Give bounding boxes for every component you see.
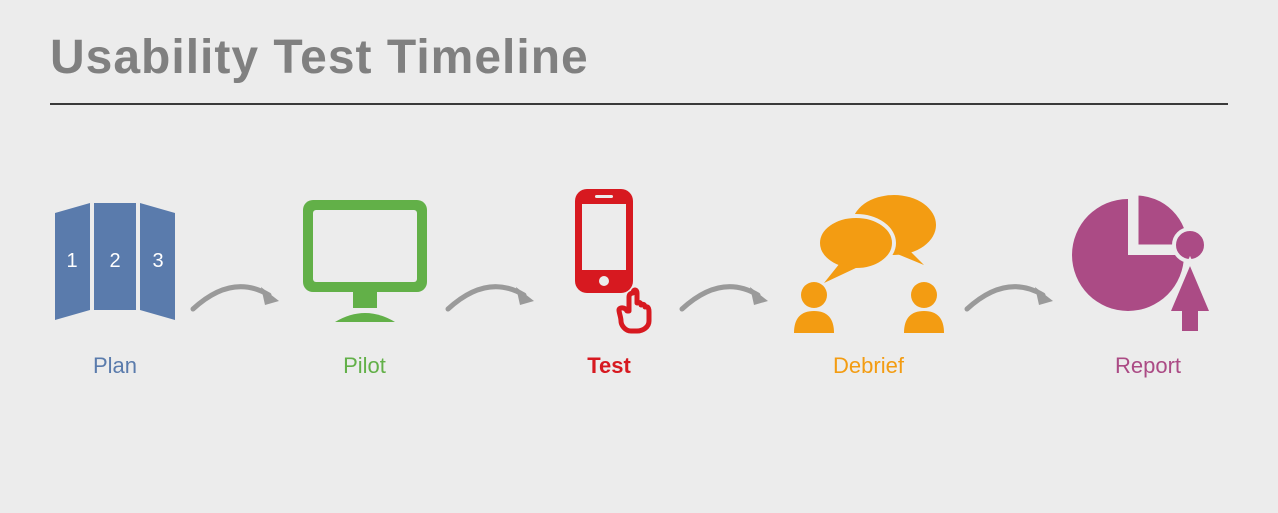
svg-text:3: 3: [152, 250, 163, 272]
step-label: Report: [1115, 353, 1181, 379]
chat-people-icon: [784, 185, 954, 335]
step-pilot: Pilot: [295, 185, 435, 379]
title-divider: [50, 103, 1228, 105]
step-label: Pilot: [343, 353, 386, 379]
step-label: Debrief: [833, 353, 904, 379]
svg-text:1: 1: [66, 250, 77, 272]
step-report: Report: [1068, 185, 1228, 379]
page-title: Usability Test Timeline: [50, 30, 1228, 103]
svg-text:2: 2: [109, 250, 120, 272]
arrow-icon: [180, 240, 295, 325]
pie-person-icon: [1068, 185, 1228, 335]
timeline-row: 1 2 3 Plan Pilot: [50, 185, 1228, 379]
step-label: Plan: [93, 353, 137, 379]
step-test: Test: [549, 185, 669, 379]
arrow-icon: [954, 240, 1069, 325]
step-debrief: Debrief: [784, 185, 954, 379]
step-label: Test: [587, 353, 631, 379]
phone-touch-icon: [549, 185, 669, 335]
arrow-icon: [435, 240, 550, 325]
arrow-icon: [669, 240, 784, 325]
map-panels-icon: 1 2 3: [50, 185, 180, 335]
step-plan: 1 2 3 Plan: [50, 185, 180, 379]
desktop-monitor-icon: [295, 185, 435, 335]
